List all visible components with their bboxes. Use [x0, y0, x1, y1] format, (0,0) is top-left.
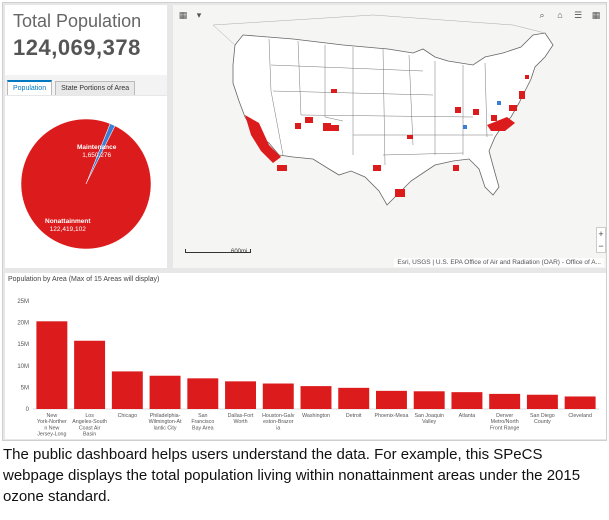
state-borders: [268, 38, 493, 166]
nonattainment-areas: [245, 75, 529, 197]
bar[interactable]: [526, 394, 558, 409]
x-tick-label: San Joaquin Valley: [414, 413, 444, 425]
maintenance-areas: [463, 101, 501, 129]
bar[interactable]: [375, 390, 407, 409]
filter-icon[interactable]: ▾: [196, 10, 202, 20]
x-tick-label: San Diego County: [530, 413, 555, 425]
dashboard: Total Population 124,069,378 Population …: [2, 2, 607, 441]
x-tick-label: San Francisco Bay Area: [191, 413, 214, 431]
tab-state-portions[interactable]: State Portions of Area: [55, 81, 136, 95]
bar[interactable]: [451, 392, 483, 409]
x-tick-label: Atlanta: [459, 413, 476, 419]
home-icon[interactable]: ⌂: [557, 10, 563, 20]
figure-caption: The public dashboard helps users underst…: [3, 446, 581, 505]
pie-chart: [20, 118, 152, 250]
total-population-value: 124,069,378: [13, 35, 141, 60]
total-population-card: Total Population 124,069,378: [5, 5, 167, 75]
total-population-title: Total Population: [13, 11, 142, 31]
x-tick-label: Los Angeles-South Coast Air Basin: [72, 413, 107, 438]
scale-label: 600mi: [231, 249, 248, 255]
list-icon[interactable]: ☰: [573, 10, 583, 20]
y-tick-label: 0: [26, 407, 30, 413]
pie-label-nonattainment-value: 122,419,102: [49, 226, 86, 233]
search-icon[interactable]: ⌕: [539, 10, 545, 20]
map-zoom-control: + −: [596, 227, 606, 253]
bar[interactable]: [74, 340, 106, 409]
pie-label-nonattainment-name: Nonattainment: [45, 218, 91, 225]
pie-slice-nonattainment[interactable]: [20, 118, 152, 250]
layer-list-icon[interactable]: ▦: [178, 10, 188, 20]
grid-icon[interactable]: ▦: [591, 10, 601, 20]
bar[interactable]: [225, 381, 257, 409]
x-tick-label: Houston-Galv eston-Brazor ia: [262, 413, 295, 431]
pie-label-maintenance-name: Maintenance: [77, 144, 117, 151]
bar[interactable]: [564, 396, 596, 409]
zoom-out-button[interactable]: −: [598, 241, 604, 251]
bar[interactable]: [149, 375, 181, 409]
bar[interactable]: [489, 393, 521, 409]
pie-label-nonattainment: Nonattainment 122,419,102: [45, 218, 91, 234]
x-tick-label: Philadelphia-Wilmington-At lantic City: [149, 413, 182, 431]
x-tick-label: Washington: [302, 413, 330, 419]
us-outline: [232, 32, 554, 206]
bar[interactable]: [413, 391, 445, 409]
us-map[interactable]: [173, 5, 606, 268]
tab-population[interactable]: Population: [7, 80, 53, 95]
x-tick-label: Detroit: [346, 413, 362, 419]
y-tick-label: 10M: [17, 364, 29, 370]
y-tick-label: 25M: [17, 299, 29, 305]
y-tick-label: 5M: [21, 385, 29, 391]
bar[interactable]: [111, 371, 143, 409]
bar[interactable]: [187, 378, 219, 409]
bar-chart-title: Population by Area (Max of 15 Areas will…: [8, 276, 160, 283]
y-tick-label: 20M: [17, 321, 29, 327]
tab-bar: Population State Portions of Area: [5, 75, 167, 95]
bar-chart-card: Population by Area (Max of 15 Areas will…: [5, 273, 606, 439]
pie-label-maintenance-value: 1,650,276: [82, 152, 112, 159]
map-toolbar-left: ▦ ▾: [177, 9, 205, 21]
map-attribution: Esri, USGS | U.S. EPA Office of Air and …: [394, 258, 604, 267]
x-tick-label: Denver Metro/North Front Range: [490, 413, 519, 431]
x-tick-label: Chicago: [118, 413, 137, 419]
map-toolbar-right: ⌕ ⌂ ☰ ▦: [536, 9, 602, 21]
bar-chart: 0 5M 10M 15M 20M 25M New York-Norther n New Jerse…: [17, 299, 599, 439]
pie-chart-card: Maintenance 1,650,276 Nonattainment 122,…: [5, 96, 167, 268]
x-tick-label: Phoenix-Mesa: [375, 413, 409, 419]
scale-bar: [185, 249, 251, 253]
x-tick-label: Cleveland: [568, 413, 592, 419]
bar[interactable]: [338, 387, 370, 409]
bar[interactable]: [262, 383, 294, 409]
y-tick-label: 15M: [17, 342, 29, 348]
x-tick-label: Dallas-Fort Worth: [228, 413, 254, 425]
map-view[interactable]: ▦ ▾ ⌕ ⌂ ☰ ▦ + − 600mi Esri, USGS | U.S. …: [173, 5, 606, 268]
pie-label-maintenance: Maintenance 1,650,276: [77, 144, 116, 160]
zoom-in-button[interactable]: +: [598, 229, 604, 239]
bar[interactable]: [36, 321, 68, 409]
bar[interactable]: [300, 386, 332, 409]
